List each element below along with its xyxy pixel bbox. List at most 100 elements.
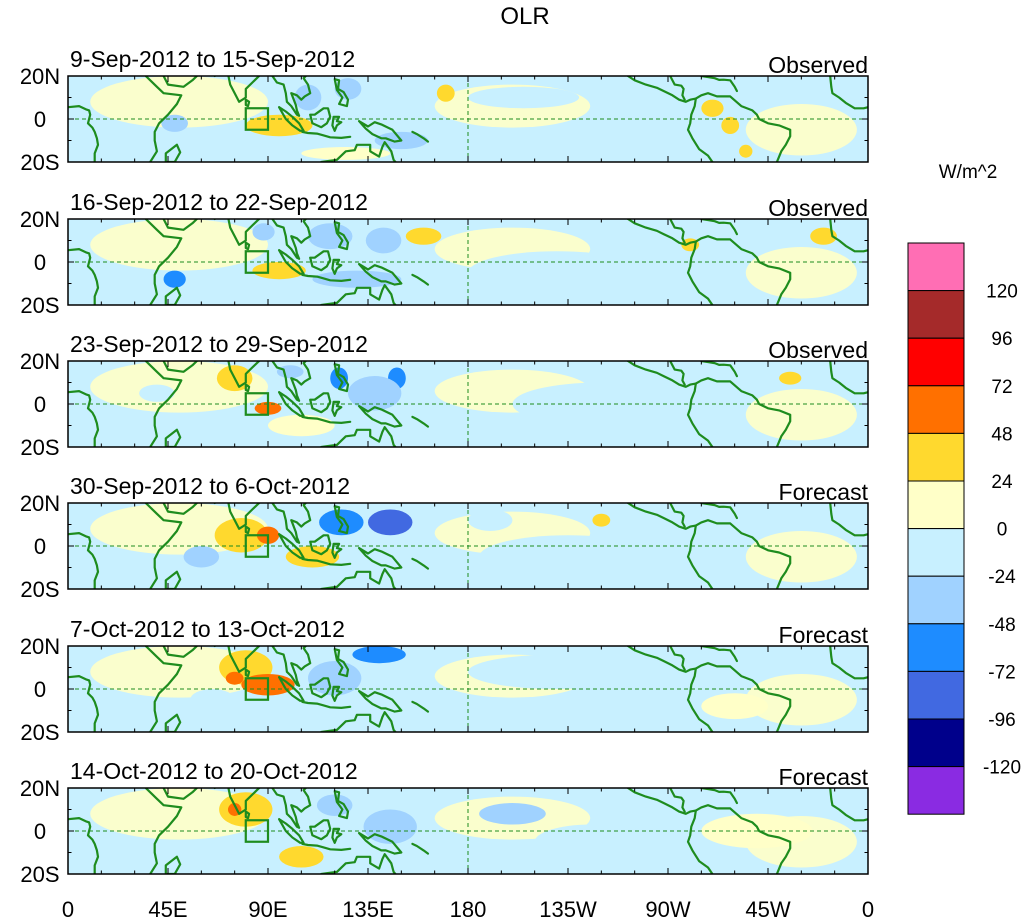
- y-tick-label: 20N: [20, 349, 60, 374]
- coastline: [626, 361, 697, 388]
- coastline: [358, 832, 403, 855]
- coastline: [829, 646, 868, 680]
- coastline: [301, 700, 352, 709]
- coastline: [244, 668, 251, 678]
- panel-status: Observed: [768, 195, 868, 221]
- coastline: [669, 361, 686, 386]
- coastline: [829, 503, 868, 537]
- colorbar-swatch: [907, 337, 965, 387]
- x-tick-label: 0: [62, 897, 74, 922]
- coastline: [213, 219, 261, 246]
- coastline: [669, 646, 686, 671]
- panel-date-range: 23-Sep-2012 to 29-Sep-2012: [70, 331, 368, 357]
- coastline: [829, 361, 868, 395]
- coastline: [411, 415, 430, 428]
- y-tick-label: 0: [34, 107, 46, 132]
- colorbar-level-label: 72: [991, 377, 1012, 398]
- anomaly-blob: [312, 270, 402, 288]
- region-box: [244, 534, 270, 558]
- panel-1: 20N 0 20S 9-Sep-2012 to 15-Sep-2012 Observed: [20, 46, 869, 175]
- coastline: [68, 532, 100, 589]
- anomaly-blob: [225, 671, 244, 685]
- colorbar-level-label: 24: [991, 472, 1013, 493]
- coastline: [164, 713, 182, 732]
- coastline: [244, 525, 251, 535]
- x-tick-label: 90E: [248, 897, 287, 922]
- x-tick-label: 45W: [745, 897, 790, 922]
- coastline: [700, 646, 738, 663]
- colorbar-swatch: [907, 623, 965, 672]
- coastline: [144, 219, 183, 305]
- coastline: [694, 804, 792, 874]
- colorbar-level-label: -48: [988, 615, 1015, 636]
- anomaly-blob: [534, 824, 646, 859]
- coastline: [411, 557, 430, 570]
- colorbar-level-label: 120: [986, 282, 1018, 303]
- coastline: [686, 667, 714, 732]
- coastline: [278, 676, 305, 702]
- coastline: [244, 98, 251, 108]
- coastline: [271, 76, 312, 117]
- coastline: [213, 503, 261, 530]
- x-axis: 0 45E 90E 135E 180 135W 90W 45W 0: [62, 897, 874, 922]
- coastline: [162, 219, 198, 231]
- anomaly-blob: [348, 376, 402, 411]
- coastline: [301, 557, 352, 566]
- coastline: [333, 505, 350, 535]
- y-tick-label: 20S: [20, 577, 59, 602]
- chart-title: OLR: [500, 3, 549, 30]
- y-tick-label: 20S: [20, 862, 59, 887]
- panel-date-range: 14-Oct-2012 to 20-Oct-2012: [70, 758, 358, 784]
- anomaly-blob: [810, 227, 837, 245]
- coastline: [309, 250, 332, 272]
- coastline: [686, 524, 714, 589]
- colorbar-swatch: [907, 575, 965, 625]
- coastline: [626, 219, 697, 246]
- coastline: [331, 115, 343, 132]
- anomaly-blob: [721, 116, 740, 135]
- coastline: [358, 547, 403, 570]
- coastlines: [68, 76, 868, 162]
- colorbar-level-label: -120: [983, 758, 1021, 779]
- coastline: [333, 790, 350, 820]
- x-tick-label: 135W: [539, 897, 597, 922]
- coastline: [162, 646, 198, 658]
- coastline: [700, 76, 738, 93]
- coastline: [411, 842, 430, 855]
- coastline: [694, 235, 792, 305]
- anomaly-blob: [139, 384, 175, 402]
- coastline: [626, 503, 697, 530]
- coastline: [271, 219, 312, 260]
- coastline: [309, 677, 332, 699]
- panel-3: 20N 0 20S 23-Sep-2012 to 29-Sep-2012 Observe…: [20, 331, 869, 460]
- region-box: [244, 392, 270, 416]
- anomaly-blob: [316, 794, 353, 816]
- anomaly-blob: [739, 144, 753, 158]
- coastline: [626, 646, 697, 673]
- coastline: [144, 361, 183, 447]
- colorbar-swatch: [907, 385, 965, 434]
- y-tick-label: 0: [34, 819, 46, 844]
- colorbar-level-label: -24: [988, 567, 1016, 588]
- anomaly-blob: [779, 371, 802, 385]
- coastline: [829, 219, 868, 253]
- region-box: [244, 819, 270, 843]
- panel-date-range: 30-Sep-2012 to 6-Oct-2012: [70, 473, 350, 499]
- colorbar-level-label: -72: [988, 662, 1015, 683]
- panel-status: Forecast: [779, 764, 869, 790]
- coastline: [309, 819, 332, 841]
- panel-5: 20N 0 20S 7-Oct-2012 to 13-Oct-2012 Forecast: [20, 616, 869, 745]
- coastline: [213, 76, 261, 103]
- anomaly-blob: [276, 365, 304, 379]
- coastline: [278, 249, 305, 275]
- coastline: [700, 503, 738, 520]
- coastline: [411, 130, 430, 143]
- anomaly-blob: [308, 223, 353, 250]
- colorbar-swatch: [907, 432, 965, 482]
- coastline: [829, 788, 868, 822]
- coastline: [278, 818, 305, 844]
- weak-anomaly-blob: [745, 246, 857, 299]
- panel-date-range: 9-Sep-2012 to 15-Sep-2012: [70, 46, 355, 72]
- anomaly-blob: [479, 535, 657, 579]
- coastline: [686, 97, 714, 162]
